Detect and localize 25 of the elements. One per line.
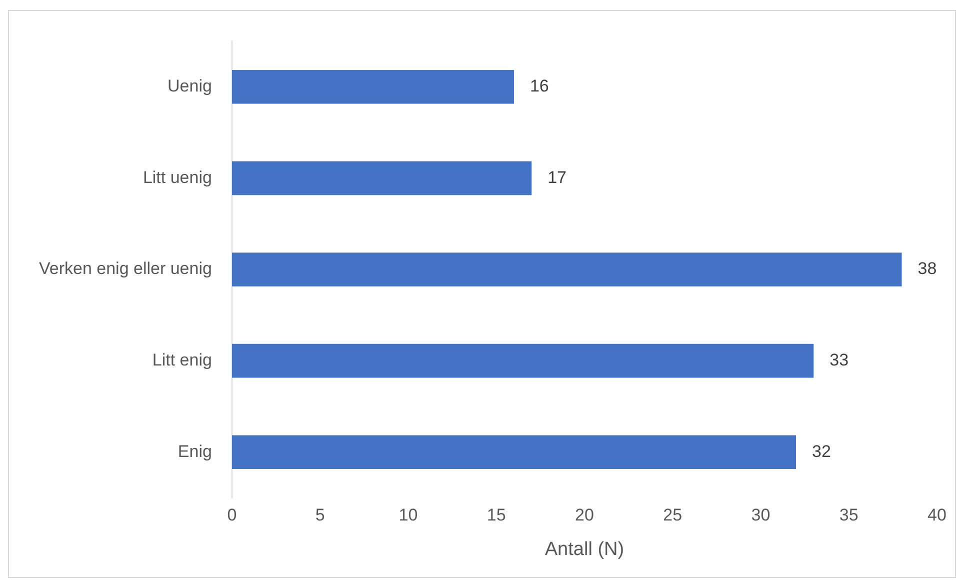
data-label: 16	[530, 76, 549, 96]
bar	[232, 70, 514, 104]
bar	[232, 344, 814, 378]
x-tick-label: 30	[751, 506, 770, 525]
x-tick-label: 15	[486, 506, 506, 525]
y-tick-label: Litt uenig	[142, 168, 212, 187]
bar	[232, 435, 796, 470]
data-label: 17	[548, 168, 567, 187]
x-tick-label: 35	[839, 506, 858, 525]
x-tick-label: 5	[315, 506, 325, 525]
y-tick-label: Verken enig eller uenig	[38, 259, 212, 278]
x-tick-label: 25	[663, 506, 682, 525]
data-label: 38	[918, 259, 937, 278]
bar	[232, 252, 902, 286]
x-tick-label: 10	[398, 506, 418, 525]
bar	[232, 161, 532, 196]
x-axis-title: Antall (N)	[544, 538, 624, 560]
data-label: 32	[812, 442, 831, 461]
x-tick-label: 0	[227, 506, 237, 525]
y-tick-label: Uenig	[168, 76, 212, 96]
x-tick-label: 20	[575, 506, 594, 525]
x-tick-label: 40	[928, 506, 946, 525]
y-tick-label: Litt enig	[152, 350, 212, 370]
y-tick-label: Enig	[178, 442, 212, 461]
data-label: 33	[830, 350, 849, 370]
